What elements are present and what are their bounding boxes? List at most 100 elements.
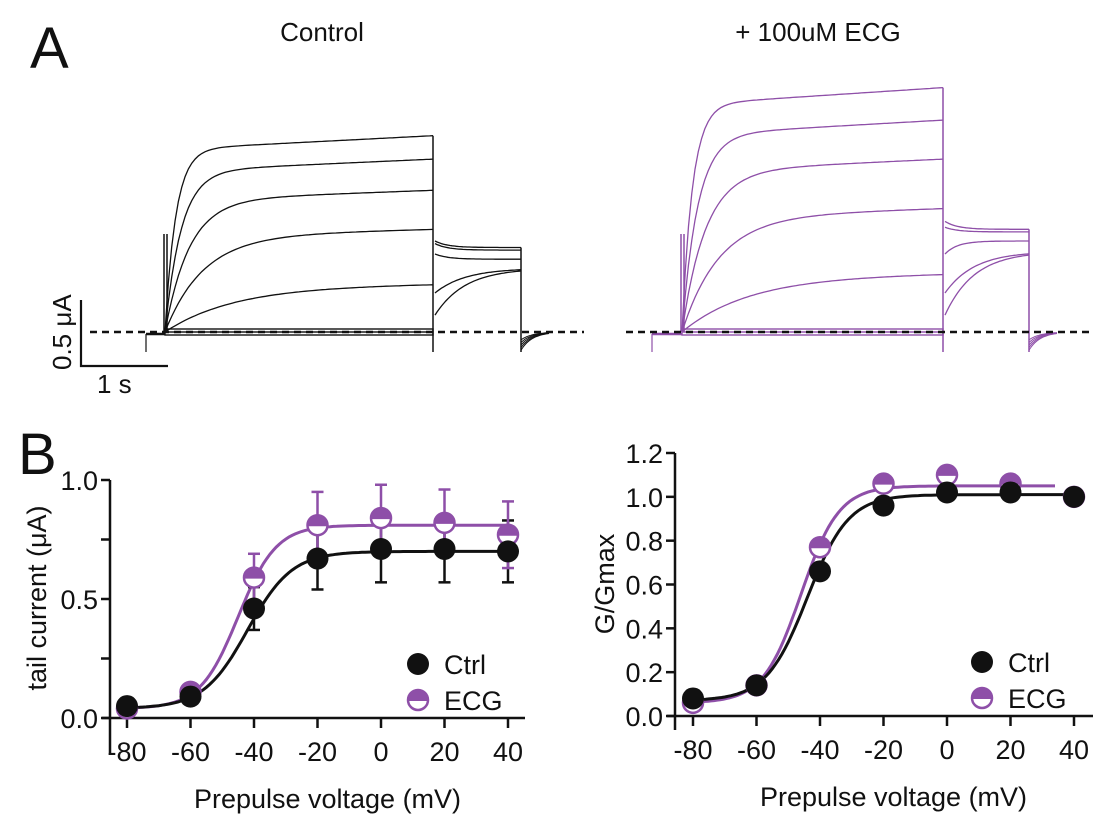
step-trace	[681, 119, 944, 333]
step-trace	[164, 158, 434, 333]
y-tick-label: 0.4	[625, 614, 663, 644]
y-tick-label: 0.2	[625, 658, 663, 688]
ecg-data-point	[369, 506, 393, 530]
legend-ecg-label: ECG	[1008, 684, 1067, 714]
step-trace	[164, 284, 434, 333]
step-trace	[681, 273, 944, 333]
x-tick-label: 20	[995, 735, 1025, 765]
step-trace	[164, 228, 434, 333]
y-tick-label: 0.8	[625, 527, 663, 557]
legend-ctrl-marker	[407, 653, 429, 675]
step-trace	[681, 86, 944, 333]
tail-trace	[944, 220, 1029, 230]
ecg-data-point	[433, 511, 456, 535]
ecg-data-point	[306, 513, 329, 537]
tail-trace	[434, 270, 522, 316]
marker-fill-half	[937, 464, 957, 475]
ctrl-data-point	[1063, 485, 1085, 508]
tail-trace	[434, 243, 521, 251]
ctrl-data-point	[116, 695, 138, 718]
scale-current-label: 0.5 μA	[47, 294, 77, 370]
tail-trace	[944, 226, 1029, 233]
x-tick-label: -60	[737, 735, 776, 765]
marker-fill-half	[434, 512, 455, 523]
deactivation-trace	[1028, 333, 1058, 351]
y-tick-label: 0.0	[625, 702, 663, 732]
marker-fill-half	[972, 688, 992, 698]
y-axis-label: G/Gmax	[590, 533, 620, 634]
marker-fill-half	[1000, 473, 1021, 484]
ctrl-data-point	[306, 547, 329, 570]
scale-bar-lines	[79, 300, 168, 368]
ctrl-data-point	[243, 597, 265, 620]
ecg-data-point	[496, 523, 520, 546]
marker-fill-half	[810, 537, 830, 548]
scale-time-label: 1 s	[97, 369, 132, 399]
y-tick-label: 1.2	[625, 439, 663, 469]
x-tick-label: -40	[800, 735, 839, 765]
ecg-data-point	[808, 535, 832, 559]
scale-bar: 0.5 μA 1 s	[47, 294, 168, 399]
conductance-chart: 0.0 0.2 0.4 0.6 0.8 1.0 1.2 -80 -60 -40 -20 0 20 40 Pr…	[590, 439, 1093, 812]
control-title: Control	[280, 17, 364, 47]
x-tick-label: 0	[939, 735, 954, 765]
marker-fill-half	[371, 508, 391, 519]
step-trace	[164, 189, 434, 333]
legend-ctrl-label: Ctrl	[444, 650, 486, 680]
tail-trace	[434, 253, 521, 260]
x-tick-label: -80	[107, 737, 146, 767]
x-tick-label: -20	[864, 735, 903, 765]
x-tick-label: -40	[234, 737, 273, 767]
legend-ecg-marker	[970, 686, 994, 710]
tail-trace	[944, 254, 1030, 316]
legend-ctrl-label: Ctrl	[1008, 648, 1050, 678]
marker-fill-half	[307, 515, 328, 526]
ecg-title: + 100uM ECG	[735, 17, 900, 47]
step-trace	[681, 207, 944, 333]
legend-ecg-marker	[406, 688, 430, 712]
x-tick-label: 20	[429, 737, 459, 767]
y-axis-label: tail current (μA)	[22, 505, 52, 690]
marker-fill-half	[873, 473, 894, 484]
panel-label-a: A	[30, 16, 69, 81]
legend-ctrl-marker	[971, 651, 993, 673]
panel-label-b: B	[18, 422, 57, 487]
ctrl-data-point	[682, 687, 704, 710]
x-tick-label: -20	[298, 737, 337, 767]
tail-trace	[944, 253, 1030, 294]
ecg-data-point	[872, 472, 895, 495]
x-tick-label: 40	[1059, 735, 1089, 765]
tail-trace	[434, 269, 522, 294]
ctrl-data-point	[745, 674, 768, 697]
y-tick-label: 1.0	[60, 466, 98, 496]
ctrl-data-point	[872, 494, 895, 517]
control-traces	[145, 135, 550, 352]
step-trace	[164, 135, 434, 333]
x-tick-label: -60	[171, 737, 210, 767]
step-trace	[681, 158, 944, 333]
ctrl-data-point	[936, 481, 958, 504]
ctrl-data-point	[370, 538, 392, 561]
ctrl-data-point	[999, 481, 1022, 504]
tail-trace	[944, 240, 1029, 255]
y-tick-label: 1.0	[625, 483, 663, 513]
x-tick-label: 0	[373, 737, 388, 767]
marker-fill-half	[244, 567, 264, 578]
deactivation-trace	[520, 333, 550, 351]
ecg-traces	[651, 86, 1058, 352]
tail-trace	[434, 240, 521, 249]
ctrl-data-point	[179, 685, 202, 708]
x-axis-label: Prepulse voltage (mV)	[194, 784, 461, 814]
marker-fill-half	[498, 524, 518, 535]
fit-curve-ecg	[692, 484, 1055, 704]
x-tick-label: 40	[493, 737, 523, 767]
y-tick-label: 0.5	[60, 585, 98, 615]
tail-current-chart: 0.0 0.5 1.0 -80 -60 -40 -20 0 20 40 Prepulse volta…	[22, 466, 525, 814]
ctrl-data-point	[433, 538, 456, 561]
ecg-data-point	[242, 566, 266, 589]
ctrl-data-point	[809, 560, 831, 583]
y-tick-label: 0.6	[625, 571, 663, 601]
y-tick-label: 0.0	[60, 704, 98, 734]
legend-ecg-label: ECG	[444, 686, 503, 716]
